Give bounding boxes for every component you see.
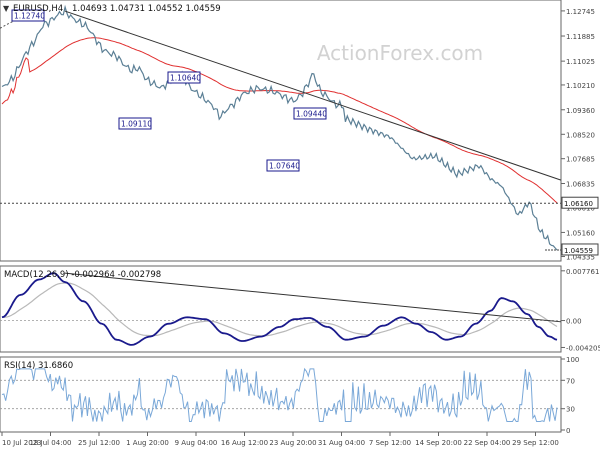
x-tick-label: 31 Aug 04:00	[318, 439, 365, 447]
price-annotation-tag: 1.07640	[266, 159, 300, 172]
price-triangle-icon: ▼	[3, 4, 10, 13]
current-price-label: 1.04559	[564, 247, 593, 255]
price-line	[1, 4, 558, 251]
annotation-box	[293, 107, 327, 120]
price-axis: 1.12745 1.11885 1.11025 1.10210 1.09360 1.085…	[561, 8, 595, 262]
price-tick-label: 1.12745	[566, 8, 595, 16]
price-annotation-tag: 1.10640	[167, 71, 201, 84]
annotation-box	[11, 9, 45, 22]
rsi-tick-label: 30	[566, 406, 575, 414]
x-tick-label: 14 Sep 20:00	[415, 439, 462, 447]
price-tick-label: 1.10210	[566, 82, 595, 90]
macd-panel-frame	[0, 265, 562, 353]
rsi-panel: 100 70 30 0	[0, 356, 579, 435]
x-tick-label: 22 Sep 04:00	[464, 439, 511, 447]
annotation-label: 1.12740	[14, 12, 45, 21]
x-tick-label: 1 Aug 20:00	[126, 439, 169, 447]
price-annotations: 1.06160 1.04559 1.12740 1.10640 1.09110 1.094…	[0, 9, 599, 256]
annotation-label: 1.09440	[296, 110, 327, 119]
macd-line	[1, 272, 558, 346]
annotation-box	[266, 159, 300, 172]
annotation-label: 1.07640	[269, 162, 300, 171]
rsi-title: RSI(14) 31.6860	[4, 361, 73, 371]
x-tick-label: 25 Jul 12:00	[78, 439, 120, 447]
macd-tick-label: 0.00	[566, 318, 582, 326]
watermark: ActionForex.com	[317, 41, 483, 65]
price-annotation-tag: 1.09440	[293, 107, 327, 120]
price-annotation-tag: 1.12740	[11, 9, 45, 22]
annotation-label: 1.09110	[121, 120, 152, 129]
price-tick-label: 1.08520	[566, 131, 595, 139]
macd-signal-line	[2, 282, 558, 337]
rsi-tick-label: 100	[566, 356, 579, 364]
price-tick-label: 1.11025	[566, 58, 595, 66]
x-tick-label: 23 Aug 20:00	[269, 439, 316, 447]
macd-trendline	[64, 272, 562, 323]
annotation-box	[167, 71, 201, 84]
resistance-trendline	[64, 10, 562, 181]
price-tick-label: 1.05160	[566, 229, 595, 237]
x-tick-label: 16 Aug 12:00	[221, 439, 268, 447]
x-tick-label: 7 Sep 12:00	[369, 439, 411, 447]
price-series	[1, 4, 558, 251]
price-tick-label: 1.09360	[566, 107, 595, 115]
x-tick-label: 10 Jul 2023	[2, 439, 42, 447]
level-price-box	[561, 196, 599, 209]
macd-tick-label: -0.004205	[566, 344, 600, 352]
price-tick-label: 1.06835	[566, 181, 595, 189]
price-panel-frame	[0, 0, 562, 262]
price-tick-label: 1.04335	[566, 254, 595, 262]
macd-title: MACD(12,26,9) -0.002964 -0.002798	[4, 270, 161, 280]
price-tick-label: 1.11885	[566, 33, 595, 41]
rsi-panel-frame	[0, 356, 562, 433]
rsi-tick-label: 70	[566, 377, 575, 385]
rsi-line	[1, 367, 558, 423]
x-tick-label: 29 Sep 12:00	[512, 439, 559, 447]
price-tick-label: 1.07685	[566, 156, 595, 164]
annotation-label: 1.10640	[170, 74, 201, 83]
current-price-box	[561, 243, 599, 256]
rsi-tick-label: 0	[566, 427, 570, 435]
annotation-box	[118, 117, 152, 130]
x-tick-label: 18 Jul 04:00	[30, 439, 72, 447]
macd-tick-label: 0.007761	[566, 268, 599, 276]
level-price-label: 1.06160	[564, 200, 593, 208]
x-tick-label: 9 Aug 04:00	[175, 439, 218, 447]
symbol-label: EURUSD,H4	[13, 4, 63, 14]
macd-panel: 0.007761 0.00 -0.004205	[0, 268, 600, 352]
price-annotation-tag: 1.09110	[118, 117, 152, 130]
ohlc-readout: 1.04693 1.04731 1.04552 1.04559	[72, 4, 221, 14]
